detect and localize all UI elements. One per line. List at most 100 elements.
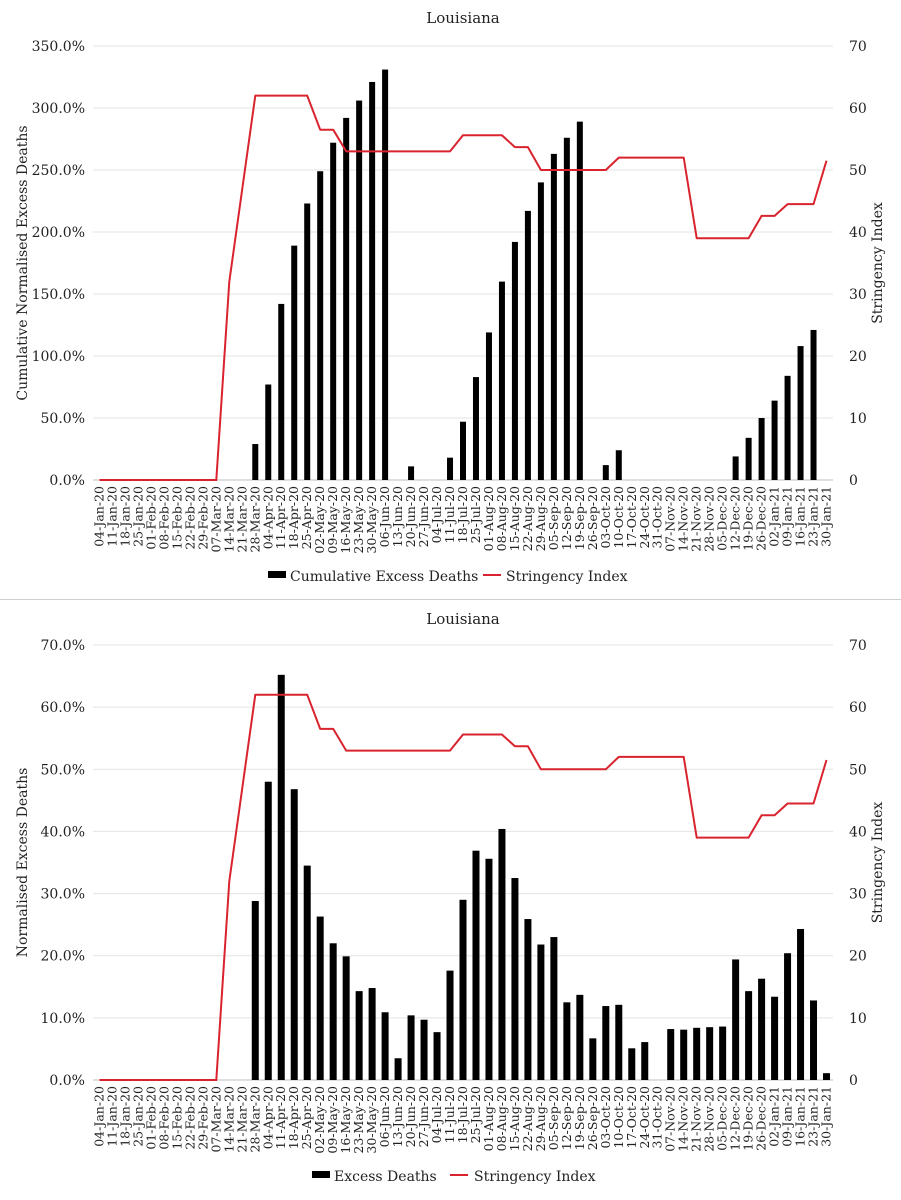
bar [602, 1006, 610, 1080]
x-tick-label: 12-Dec-20 [728, 486, 743, 551]
legend-swatch-bar [312, 1171, 330, 1178]
x-tick-label: 25-Apr-20 [299, 1086, 314, 1149]
bar [485, 332, 492, 480]
x-tick-label: 01-Aug-20 [481, 486, 496, 551]
x-tick-label: 30-Jan-21 [819, 486, 834, 547]
x-tick-label: 03-Oct-20 [598, 1086, 613, 1149]
y-tick-label: 70.0% [41, 638, 85, 654]
bar [758, 978, 766, 1080]
bar [628, 1048, 636, 1080]
x-tick-label: 05-Dec-20 [715, 1086, 730, 1151]
x-tick-label: 02-May-20 [312, 486, 327, 554]
y2-tick-label: 70 [849, 39, 867, 55]
y2-tick-label: 50 [849, 163, 867, 179]
bar [784, 953, 792, 1080]
bar [524, 210, 531, 481]
x-tick-label: 15-Aug-20 [507, 486, 522, 551]
bar [719, 1026, 727, 1080]
bar [394, 1058, 402, 1080]
y2-tick-label: 40 [849, 824, 867, 840]
bar [680, 1029, 688, 1080]
x-tick-label: 29-Aug-20 [533, 1086, 548, 1151]
x-tick-label: 28-Mar-20 [247, 486, 262, 553]
x-tick-label: 04-Jan-20 [91, 486, 106, 547]
x-tick-label: 23-Jan-21 [806, 486, 821, 547]
x-tick-label: 11-Apr-20 [273, 1086, 288, 1149]
x-tick-label: 04-Jan-20 [91, 1086, 106, 1147]
x-tick-label: 10-Oct-20 [611, 1086, 626, 1149]
x-tick-label: 11-Jul-20 [442, 486, 457, 543]
y-tick-label: 50.0% [41, 762, 85, 778]
bar [810, 329, 817, 480]
x-tick-label: 20-Jun-20 [403, 1086, 418, 1147]
x-tick-label: 08-Feb-20 [156, 486, 171, 550]
y-tick-label: 60.0% [41, 700, 85, 716]
x-tick-label: 11-Apr-20 [273, 486, 288, 549]
x-tick-label: 14-Nov-20 [676, 486, 691, 552]
x-tick-label: 05-Sep-20 [546, 1086, 561, 1150]
y-tick-label: 40.0% [41, 824, 85, 840]
x-tick-label: 21-Mar-20 [234, 1086, 249, 1153]
x-tick-label: 29-Feb-20 [195, 1086, 210, 1150]
x-tick-label: 27-Jun-20 [416, 486, 431, 547]
bar [732, 456, 739, 480]
bar [278, 303, 285, 480]
x-tick-label: 18-Jul-20 [455, 1086, 470, 1143]
y2-tick-label: 40 [849, 225, 867, 241]
x-tick-label: 24-Oct-20 [637, 1086, 652, 1149]
bar [277, 674, 285, 1080]
bar [641, 1042, 649, 1080]
bar [356, 100, 363, 480]
x-tick-label: 04-Apr-20 [260, 486, 275, 549]
y2-axis-label: Stringency Index [870, 202, 886, 324]
bar [446, 970, 454, 1080]
x-tick-label: 25-Apr-20 [299, 486, 314, 549]
x-tick-label: 14-Nov-20 [676, 1086, 691, 1152]
bar [317, 171, 324, 481]
x-tick-label: 21-Mar-20 [234, 486, 249, 553]
bar [316, 916, 324, 1080]
bar [563, 137, 570, 480]
bar [304, 203, 311, 481]
y-tick-label: 150.0% [32, 287, 85, 303]
bar [381, 1012, 389, 1080]
x-tick-label: 12-Sep-20 [559, 1086, 574, 1150]
stringency-line [99, 94, 828, 481]
x-tick-label: 22-Aug-20 [520, 486, 535, 551]
bar [784, 375, 791, 480]
bar [330, 142, 337, 480]
bar [368, 988, 376, 1080]
bar [460, 421, 466, 480]
y-tick-label: 20.0% [41, 949, 85, 965]
x-tick-label: 20-Jun-20 [403, 486, 418, 547]
bar [433, 1032, 441, 1080]
y2-tick-label: 30 [849, 287, 867, 303]
bar [589, 1038, 597, 1080]
chart-title: Louisiana [426, 610, 500, 628]
y-tick-label: 30.0% [41, 887, 85, 903]
x-tick-label: 23-May-20 [351, 1086, 366, 1154]
x-tick-label: 02-May-20 [312, 1086, 327, 1154]
bar [459, 899, 467, 1080]
x-tick-label: 09-May-20 [325, 486, 340, 554]
x-tick-label: 30-May-20 [364, 486, 379, 554]
x-tick-label: 18-Jul-20 [455, 486, 470, 543]
x-tick-label: 11-Jul-20 [442, 1086, 457, 1143]
y-tick-label: 0.0% [49, 1073, 85, 1089]
x-tick-label: 13-Jun-20 [390, 1086, 405, 1147]
y2-tick-label: 60 [849, 101, 867, 117]
x-tick-label: 29-Aug-20 [533, 486, 548, 551]
bar [615, 450, 622, 480]
x-tick-label: 04-Jul-20 [429, 486, 444, 543]
x-tick-label: 28-Nov-20 [702, 486, 717, 552]
bar [369, 81, 376, 481]
x-tick-label: 16-May-20 [338, 1086, 353, 1154]
x-tick-label: 18-Jan-20 [117, 486, 132, 547]
bar [291, 245, 298, 480]
y2-tick-label: 0 [849, 1073, 858, 1089]
x-tick-label: 12-Sep-20 [559, 486, 574, 550]
bar [745, 437, 752, 480]
y-tick-label: 250.0% [32, 163, 85, 179]
x-tick-label: 25-Jul-20 [468, 486, 483, 543]
y2-tick-label: 60 [849, 700, 867, 716]
